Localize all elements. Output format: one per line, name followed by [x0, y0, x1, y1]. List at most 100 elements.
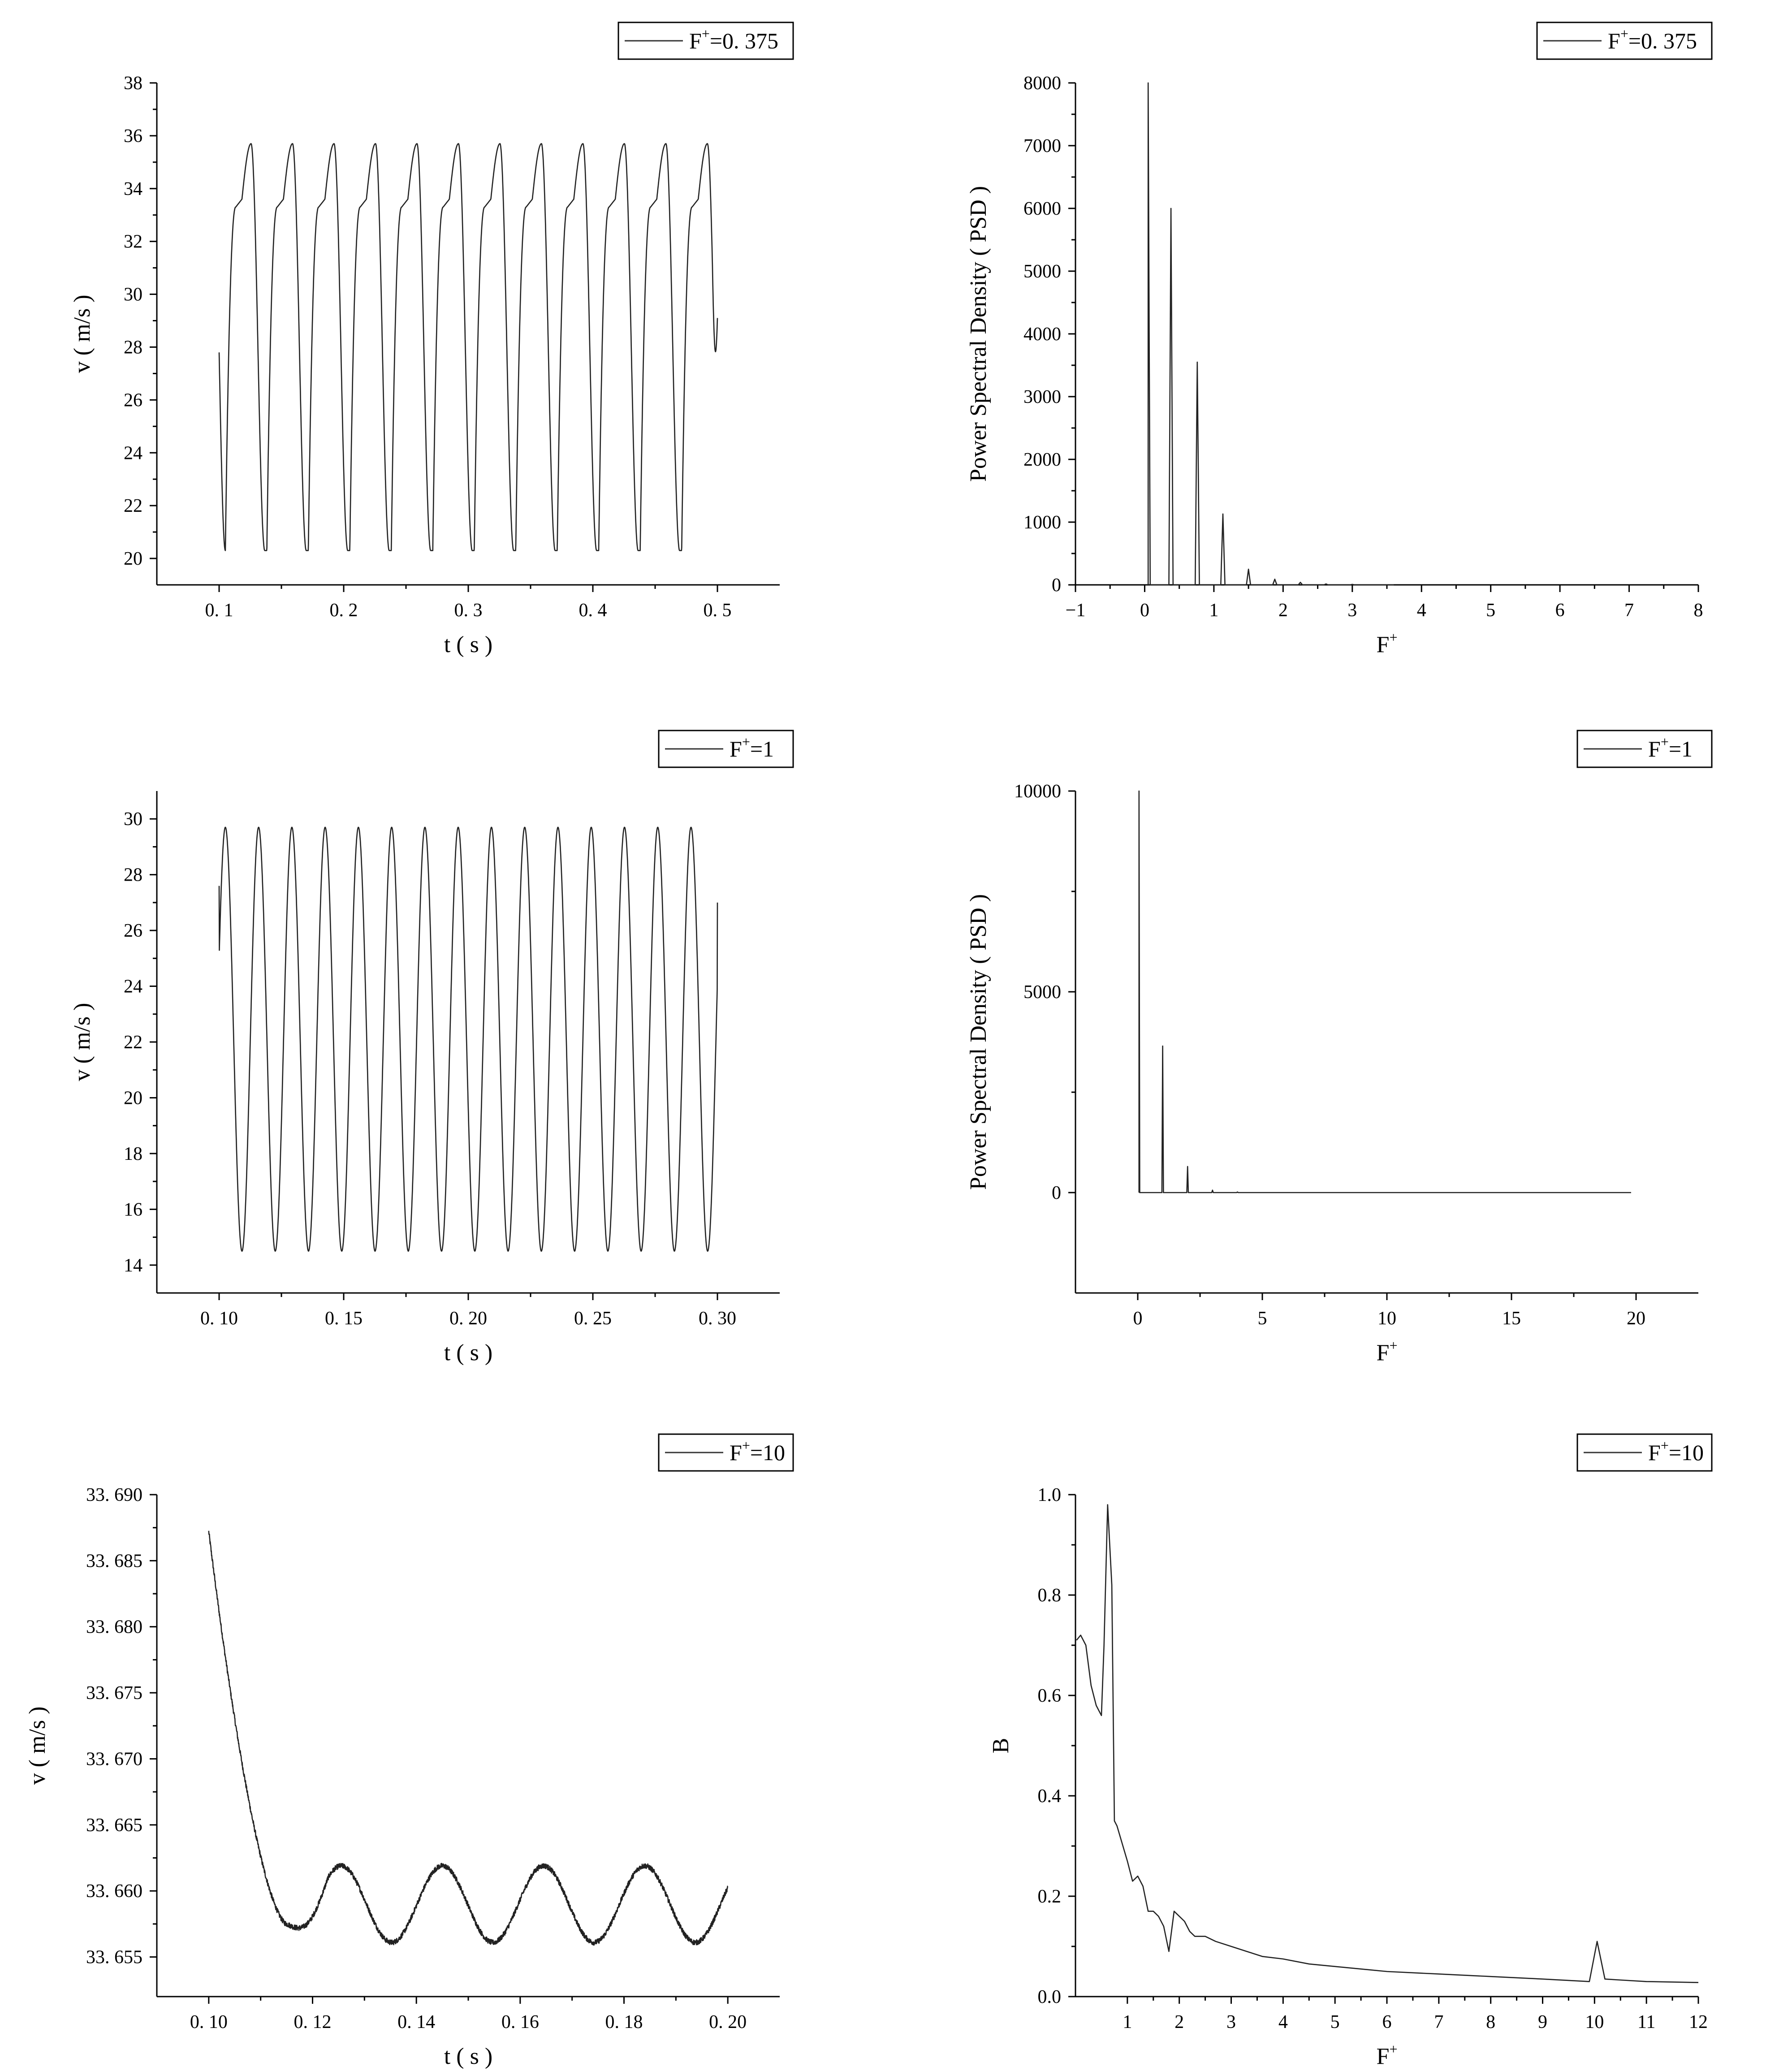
y-tick-label: 0.6 — [1038, 1686, 1062, 1706]
x-tick-label: 10 — [1585, 2012, 1604, 2032]
y-tick-label: 24 — [124, 443, 142, 463]
x-axis-title: F+ — [1377, 629, 1398, 657]
y-axis-title: v ( m/s ) — [25, 1707, 50, 1785]
legend-label-base: F — [1608, 28, 1620, 53]
chart-svg-velocity-f0375: 0. 1 0. 2 0. 3 0. 4 0. 5 20 22 24 26 28 30 32 34 36 38… — [69, 22, 794, 657]
x-tick-label: 0. 25 — [574, 1308, 612, 1329]
x-tick-label: 15 — [1502, 1308, 1521, 1329]
legend-label: F+=0. 375 — [1608, 26, 1697, 53]
chart-svg-b-f10: 1 2 3 4 5 6 7 8 9 10 11 120.00.20.40.60.81.0F+BF+=1… — [988, 1433, 1713, 2069]
x-tick-label: 4 — [1417, 600, 1426, 621]
legend-label-sup: + — [1661, 1437, 1669, 1453]
x-tick-label: 5 — [1486, 600, 1495, 621]
chart-panel-psd-f1: 0 5 10 15 20 0 5000 10000 F+ Power Spectral Densi… — [959, 726, 1713, 1380]
y-tick-label: 38 — [124, 73, 142, 94]
legend-label-sup: + — [742, 1437, 750, 1453]
x-axis-title-base: F — [1377, 632, 1390, 657]
x-tick-label: 0. 12 — [294, 2012, 332, 2032]
y-tick-label: 8000 — [1023, 73, 1061, 94]
x-tick-label: 0. 14 — [397, 2012, 435, 2032]
x-tick-label: 2 — [1175, 2012, 1184, 2032]
y-tick-label: 33. 685 — [86, 1551, 142, 1571]
legend-label-value: =10 — [1669, 1440, 1704, 1465]
legend-label-sup: + — [1620, 26, 1628, 42]
x-tick-label: 0. 4 — [579, 600, 607, 621]
x-tick-label: 0. 1 — [205, 600, 233, 621]
x-tick-label: 6 — [1382, 2012, 1392, 2032]
x-axis-title-sup: + — [1389, 2041, 1397, 2057]
y-tick-label: 33. 690 — [86, 1485, 142, 1505]
y-tick-label: 0 — [1052, 1183, 1061, 1203]
chart-svg-psd-f0375: −1 0 1 2 3 4 5 6 7 801000200030004000500060007000… — [966, 22, 1713, 657]
legend-label-value: =10 — [750, 1440, 785, 1465]
x-tick-label: 3 — [1226, 2012, 1236, 2032]
y-tick-label: 3000 — [1023, 387, 1061, 407]
x-tick-label: 0. 3 — [454, 600, 483, 621]
x-tick-label: 0. 30 — [699, 1308, 736, 1329]
y-tick-label: 14 — [124, 1255, 142, 1276]
legend-label-base: F — [730, 736, 742, 761]
x-tick-label: 0. 18 — [605, 2012, 643, 2032]
y-tick-label: 33. 665 — [86, 1815, 142, 1836]
chart-panel-b-f10: 1 2 3 4 5 6 7 8 9 10 11 12 0.0 0.2 0.4 0.6 0.8 1.0 F+ B F+=1… — [959, 1430, 1713, 2071]
legend-label-value: =1 — [1669, 736, 1693, 761]
x-axis-title: t ( s ) — [444, 1340, 492, 1366]
y-tick-label: 5000 — [1023, 261, 1061, 282]
x-tick-label: 10 — [1377, 1308, 1396, 1329]
series-line-0 — [1076, 1504, 1699, 1983]
legend-label: F+=1 — [730, 734, 774, 761]
y-tick-label: 33. 675 — [86, 1683, 142, 1703]
legend-box — [1536, 22, 1713, 60]
x-tick-label: 6 — [1555, 600, 1565, 621]
y-tick-label: 2000 — [1023, 450, 1061, 470]
chart-panel-velocity-f10: 0. 10 0. 12 0. 14 0. 16 0. 18 0. 20 33. 655 33.… — [18, 1430, 807, 2071]
series-line-0 — [218, 143, 718, 551]
x-axis-title-sup: + — [1389, 1337, 1397, 1353]
y-tick-label: 34 — [124, 179, 142, 199]
y-tick-label: 30 — [124, 809, 142, 830]
y-tick-label: 32 — [124, 232, 142, 252]
x-tick-label: 1 — [1123, 2012, 1132, 2032]
y-tick-label: 18 — [124, 1144, 142, 1164]
y-tick-label: 4000 — [1023, 324, 1061, 345]
y-tick-label: 30 — [124, 285, 142, 305]
y-tick-label: 0.2 — [1038, 1886, 1062, 1907]
x-tick-label: 20 — [1627, 1308, 1645, 1329]
y-tick-label: 26 — [124, 921, 142, 941]
legend-label: F+=0. 375 — [689, 26, 778, 53]
y-tick-label: 26 — [124, 390, 142, 411]
series-line-0 — [208, 1531, 728, 1946]
chart-svg-velocity-f10: 0. 10 0. 12 0. 14 0. 16 0. 18 0. 20 33. 655 33.… — [25, 1433, 794, 2069]
y-tick-label: 20 — [124, 549, 142, 569]
series-line-0 — [1138, 790, 1631, 1193]
x-tick-label: 11 — [1637, 2012, 1655, 2032]
y-tick-label: 33. 660 — [86, 1881, 142, 1902]
y-tick-label: 6000 — [1023, 199, 1061, 219]
y-axis-title: Power Spectral Density ( PSD ) — [966, 186, 991, 482]
y-tick-label: 33. 680 — [86, 1617, 142, 1638]
chart-svg-velocity-f1: 0. 10 0. 15 0. 20 0. 25 0. 30 14 16 18 20 22 24 26 2… — [69, 730, 794, 1366]
y-tick-label: 22 — [124, 1032, 142, 1053]
x-tick-label: 0. 5 — [704, 600, 732, 621]
y-tick-label: 10000 — [1014, 781, 1061, 802]
x-tick-label: 0. 15 — [325, 1308, 363, 1329]
x-tick-label: 2 — [1278, 600, 1288, 621]
y-axis-title: v ( m/s ) — [69, 295, 95, 373]
legend-label-value: =1 — [750, 736, 774, 761]
x-axis-title-base: F — [1377, 2044, 1390, 2069]
y-tick-label: 0.4 — [1038, 1786, 1062, 1807]
x-tick-label: 5 — [1258, 1308, 1267, 1329]
x-tick-label: 0 — [1133, 1308, 1143, 1329]
x-tick-label: 7 — [1624, 600, 1634, 621]
x-tick-label: 0. 16 — [501, 2012, 539, 2032]
y-tick-label: 1000 — [1023, 512, 1061, 533]
chart-panel-velocity-f0375: 0. 1 0. 2 0. 3 0. 4 0. 5 20 22 24 26 28 30 32 34 36 38… — [69, 18, 807, 672]
legend-label-base: F — [1648, 1440, 1661, 1465]
legend-label: F+=10 — [730, 1437, 785, 1465]
chart-panel-velocity-f1: 0. 10 0. 15 0. 20 0. 25 0. 30 14 16 18 20 22 24 26 2… — [69, 726, 807, 1380]
y-tick-label: 0.8 — [1038, 1585, 1062, 1606]
y-tick-label: 0 — [1052, 575, 1061, 596]
x-axis-title-sup: + — [1389, 629, 1397, 645]
y-tick-label: 24 — [124, 977, 142, 997]
